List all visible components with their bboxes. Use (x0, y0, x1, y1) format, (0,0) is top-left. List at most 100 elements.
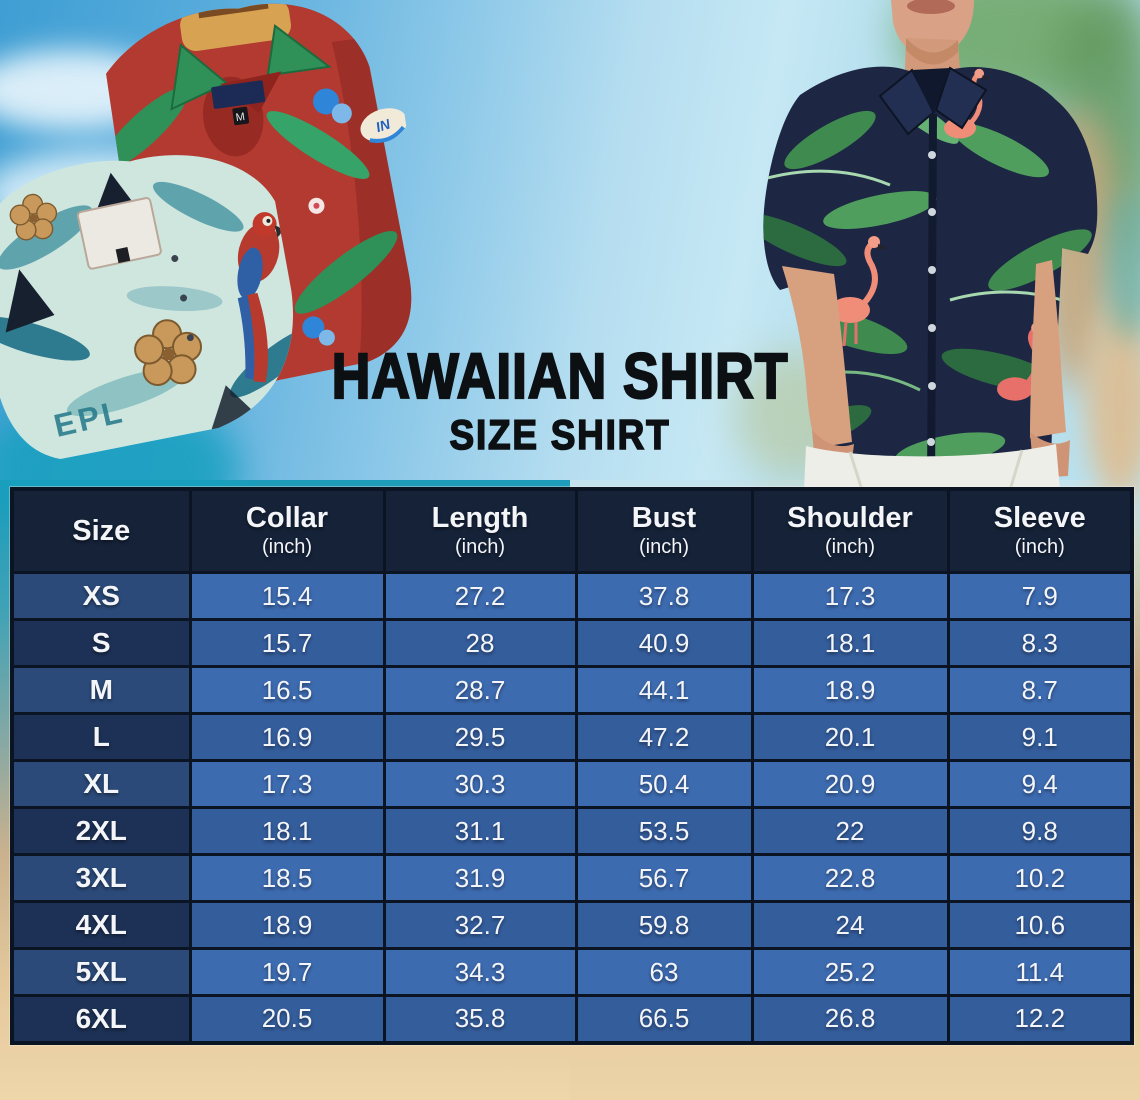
table-row: 5XL 19.7 34.3 63 25.2 11.4 (10, 947, 1134, 997)
measurement-cell: 11.4 (946, 947, 1134, 997)
measurement-cell: 10.6 (946, 900, 1134, 950)
teal-shirt-print: EPL (0, 172, 303, 444)
measurement-cell: 15.4 (188, 571, 386, 621)
size-cell: XL (10, 759, 192, 809)
size-cell: 6XL (10, 994, 192, 1044)
measurement-cell: 9.4 (946, 759, 1134, 809)
measurement-cell: 56.7 (574, 853, 754, 903)
measurement-cell: 20.9 (750, 759, 950, 809)
measurement-cell: 7.9 (946, 571, 1134, 621)
measurement-cell: 35.8 (382, 994, 578, 1044)
sleeve-logo-patch: IN (360, 108, 408, 143)
size-cell: XS (10, 571, 192, 621)
white-pants (804, 444, 1060, 490)
size-cell: 5XL (10, 947, 192, 997)
measurement-cell: 37.8 (574, 571, 754, 621)
measurement-cell: 22 (750, 806, 950, 856)
measurement-cell: 31.9 (382, 853, 578, 903)
measurement-cell: 17.3 (188, 759, 386, 809)
table-row: L 16.9 29.5 47.2 20.1 9.1 (10, 712, 1134, 762)
size-table-body: XS 15.4 27.2 37.8 17.3 7.9 S 15.7 28 40.9 18.1 8.3 M… (10, 571, 1134, 1044)
table-row: XL 17.3 30.3 50.4 20.9 9.4 (10, 759, 1134, 809)
column-header-bust: Bust (inch) (574, 487, 754, 574)
size-cell: 4XL (10, 900, 192, 950)
measurement-cell: 16.9 (188, 712, 386, 762)
measurement-cell: 8.3 (946, 618, 1134, 668)
size-cell: S (10, 618, 192, 668)
size-table: Size Collar (inch) Length (inch) Bust (i… (10, 487, 1134, 1045)
flamingo (944, 68, 991, 139)
measurement-cell: 15.7 (188, 618, 386, 668)
red-shirt-collar: M (170, 24, 332, 126)
measurement-cell: 50.4 (574, 759, 754, 809)
size-cell: L (10, 712, 192, 762)
column-header-shoulder: Shoulder (inch) (750, 487, 950, 574)
size-cell: 3XL (10, 853, 192, 903)
page-title: HAWAIIAN SHIRT (331, 340, 789, 412)
table-row: XS 15.4 27.2 37.8 17.3 7.9 (10, 571, 1134, 621)
measurement-cell: 24 (750, 900, 950, 950)
table-row: 6XL 20.5 35.8 66.5 26.8 12.2 (10, 994, 1134, 1044)
parrot (237, 212, 282, 383)
hibiscus-flower (9, 193, 58, 241)
measurement-cell: 28 (382, 618, 578, 668)
teal-hawaiian-shirt-photo: EPL (0, 155, 303, 459)
table-row: 3XL 18.5 31.9 56.7 22.8 10.2 (10, 853, 1134, 903)
measurement-cell: 44.1 (574, 665, 754, 715)
measurement-cell: 18.1 (188, 806, 386, 856)
size-table-wrapper: Size Collar (inch) Length (inch) Bust (i… (10, 487, 1134, 1045)
sleeve-logo-text: IN (374, 115, 393, 135)
page-subtitle: SIZE SHIRT (449, 411, 671, 458)
measurement-cell: 22.8 (750, 853, 950, 903)
measurement-cell: 16.5 (188, 665, 386, 715)
table-row: S 15.7 28 40.9 18.1 8.3 (10, 618, 1134, 668)
measurement-cell: 32.7 (382, 900, 578, 950)
measurement-cell: 18.5 (188, 853, 386, 903)
size-cell: 2XL (10, 806, 192, 856)
measurement-cell: 19.7 (188, 947, 386, 997)
header-row: Size Collar (inch) Length (inch) Bust (i… (10, 487, 1134, 574)
measurement-cell: 34.3 (382, 947, 578, 997)
measurement-cell: 9.8 (946, 806, 1134, 856)
chest-pocket (76, 197, 162, 270)
measurement-cell: 10.2 (946, 853, 1134, 903)
column-header-size: Size (10, 487, 192, 574)
measurement-cell: 66.5 (574, 994, 754, 1044)
measurement-cell: 40.9 (574, 618, 754, 668)
measurement-cell: 63 (574, 947, 754, 997)
blurred-foliage (1105, 190, 1140, 340)
headline-block: HAWAIIAN SHIRT SIZE SHIRT (280, 340, 840, 458)
size-cell: M (10, 665, 192, 715)
measurement-cell: 26.8 (750, 994, 950, 1044)
hibiscus-flower (134, 319, 202, 386)
measurement-cell: 47.2 (574, 712, 754, 762)
measurement-cell: 20.5 (188, 994, 386, 1044)
measurement-cell: 30.3 (382, 759, 578, 809)
measurement-cell: 31.1 (382, 806, 578, 856)
column-header-sleeve: Sleeve (inch) (946, 487, 1134, 574)
shirt-collar (878, 66, 988, 136)
measurement-cell: 18.1 (750, 618, 950, 668)
measurement-cell: 18.9 (188, 900, 386, 950)
table-row: 2XL 18.1 31.1 53.5 22 9.8 (10, 806, 1134, 856)
table-row: M 16.5 28.7 44.1 18.9 8.7 (10, 665, 1134, 715)
measurement-cell: 9.1 (946, 712, 1134, 762)
column-header-length: Length (inch) (382, 487, 578, 574)
measurement-cell: 29.5 (382, 712, 578, 762)
measurement-cell: 17.3 (750, 571, 950, 621)
button-placket (927, 113, 937, 490)
table-row: 4XL 18.9 32.7 59.8 24 10.6 (10, 900, 1134, 950)
measurement-cell: 18.9 (750, 665, 950, 715)
measurement-cell: 27.2 (382, 571, 578, 621)
model-photo (763, 0, 1098, 490)
measurement-cell: 59.8 (574, 900, 754, 950)
measurement-cell: 20.1 (750, 712, 950, 762)
measurement-cell: 53.5 (574, 806, 754, 856)
measurement-cell: 28.7 (382, 665, 578, 715)
column-header-collar: Collar (inch) (188, 487, 386, 574)
measurement-cell: 8.7 (946, 665, 1134, 715)
measurement-cell: 12.2 (946, 994, 1134, 1044)
neck-tag-letter: M (235, 111, 246, 124)
measurement-cell: 25.2 (750, 947, 950, 997)
